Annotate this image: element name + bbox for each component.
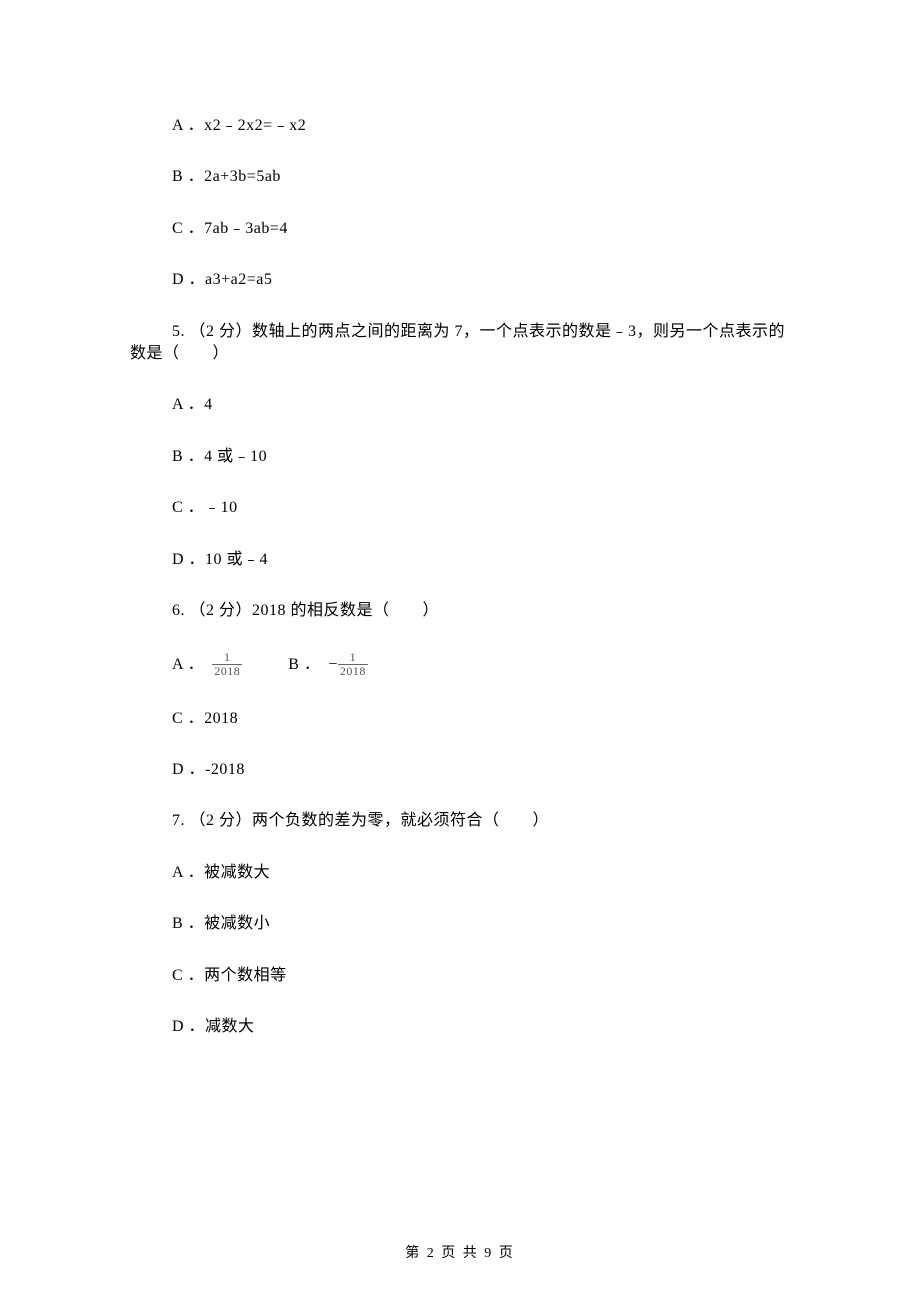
q6-option-a-prefix: A ． xyxy=(172,654,204,676)
q6-option-b-prefix: B ． xyxy=(288,654,320,676)
q4-option-d: D ．a3+a2=a5 xyxy=(130,269,790,291)
q5-option-b: B ．4 或﹣10 xyxy=(130,446,790,468)
q7-option-d: D ．减数大 xyxy=(130,1016,790,1038)
q4-option-c: C ．7ab﹣3ab=4 xyxy=(130,218,790,240)
q4-option-a: A ．x2﹣2x2=﹣x2 xyxy=(130,115,790,137)
fraction-denominator: 2018 xyxy=(338,665,368,678)
fraction-icon: 1 2018 xyxy=(338,651,368,678)
fraction-numerator: 1 xyxy=(220,651,235,664)
q6-stem: 6. （2 分）2018 的相反数是（ ） xyxy=(130,600,790,622)
q5-stem: 5. （2 分）数轴上的两点之间的距离为 7，一个点表示的数是﹣3，则另一个点表… xyxy=(130,321,790,366)
q6-option-b: B ． − 1 2018 xyxy=(246,651,368,678)
q5-option-a: A ．4 xyxy=(130,394,790,416)
q5-option-d: D ．10 或﹣4 xyxy=(130,549,790,571)
q6-option-a: A ． 1 2018 xyxy=(130,651,242,678)
q7-option-c: C ．两个数相等 xyxy=(130,965,790,987)
q7-option-b: B ．被减数小 xyxy=(130,913,790,935)
q6-option-c: C ．2018 xyxy=(130,708,790,730)
fraction-numerator: 1 xyxy=(346,651,361,664)
fraction-denominator: 2018 xyxy=(212,665,242,678)
q7-option-a: A ．被减数大 xyxy=(130,862,790,884)
fraction-icon: 1 2018 xyxy=(212,651,242,678)
q4-option-b: B ．2a+3b=5ab xyxy=(130,166,790,188)
page-footer: 第 2 页 共 9 页 xyxy=(0,1242,920,1262)
negative-sign: − xyxy=(328,654,338,676)
q7-stem: 7. （2 分）两个负数的差为零，就必须符合（ ） xyxy=(130,810,790,832)
q5-option-c: C ．﹣10 xyxy=(130,497,790,519)
q6-option-d: D ．-2018 xyxy=(130,759,790,781)
page-surface: A ．x2﹣2x2=﹣x2 B ．2a+3b=5ab C ．7ab﹣3ab=4 … xyxy=(0,0,920,1302)
